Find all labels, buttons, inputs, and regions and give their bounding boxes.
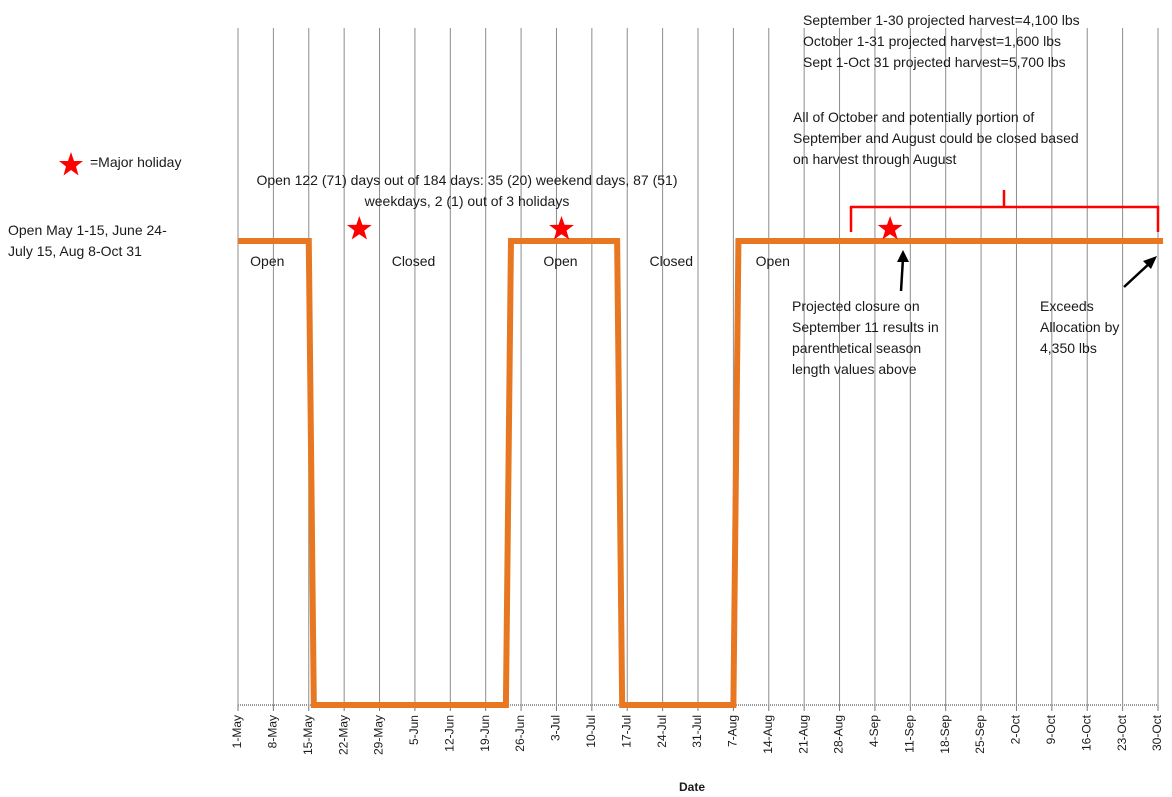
closure-note: All of October and potentially portion o… [793, 107, 1079, 170]
gridlines [237, 28, 1159, 705]
exceeds-line-2: Allocation by [1040, 319, 1120, 335]
harvest-line-2: October 1-31 projected harvest=1,600 lbs [803, 33, 1061, 49]
x-tick-label: 23-Oct [1115, 714, 1129, 751]
x-tick-label: 31-Jul [690, 715, 704, 748]
season-label: Closed [649, 253, 694, 269]
projected-line-1: Projected closure on [792, 298, 920, 314]
x-tick-label: 29-May [372, 715, 386, 755]
projected-line-3: parenthetical season [792, 340, 922, 356]
holiday-star-icon [549, 216, 574, 240]
season-label: Closed [391, 253, 436, 269]
x-tick-label: 2-Oct [1009, 714, 1023, 744]
legend-star-icon [59, 152, 83, 176]
arrow-closure-shaft [899, 257, 905, 292]
arrows [897, 250, 1157, 292]
closure-note-line-3: on harvest through August [793, 151, 957, 167]
holiday-star-icon [877, 216, 903, 240]
x-tick-label: 21-Aug [796, 715, 810, 754]
projected-line-4: length values above [792, 361, 917, 377]
x-tick-label: 12-Jun [442, 715, 456, 752]
arrow-exceeds-shaft [1123, 261, 1152, 288]
bracket-shape [849, 190, 1160, 232]
x-tick-label: 3-Jul [549, 715, 563, 741]
closure-note-line-2: September and August could be closed bas… [793, 130, 1079, 146]
closure-note-line-1: All of October and potentially portion o… [793, 109, 1035, 125]
season-line [238, 238, 1164, 708]
x-tick-label: 1-May [230, 715, 244, 748]
season-label: Open [543, 253, 578, 269]
x-tick-label: 4-Sep [867, 715, 881, 747]
x-tick-label: 17-Jul [619, 715, 633, 748]
harvest-line-3: Sept 1-Oct 31 projected harvest=5,700 lb… [803, 54, 1066, 70]
harvest-line-1: September 1-30 projected harvest=4,100 l… [803, 12, 1080, 28]
season-label: Open [250, 253, 285, 269]
x-tick-label: 11-Sep [902, 715, 916, 753]
projected-line-2: September 11 results in [792, 319, 939, 335]
x-tick-label: 15-May [301, 715, 315, 755]
closure-bracket [849, 190, 1160, 232]
x-tick-label: 28-Aug [832, 715, 846, 754]
series-line [238, 238, 1164, 708]
exceeds-line-3: 4,350 lbs [1040, 340, 1097, 356]
harvest-projections: September 1-30 projected harvest=4,100 l… [803, 10, 1080, 73]
arrow-closure-head [897, 250, 909, 262]
open-dates-line-2: July 15, Aug 8-Oct 31 [8, 243, 142, 259]
holiday-stars [347, 216, 903, 240]
x-tick-label: 24-Jul [655, 715, 669, 748]
open-dates-line-1: Open May 1-15, June 24- [8, 222, 167, 238]
x-tick-label: 19-Jun [478, 715, 492, 752]
legend-label: =Major holiday [90, 154, 182, 170]
x-tick-label: 22-May [336, 715, 350, 755]
x-tick-label: 16-Oct [1079, 714, 1093, 751]
season-summary: Open 122 (71) days out of 184 days: 35 (… [256, 172, 678, 209]
holiday-star-icon [347, 216, 372, 240]
x-tick-label: 7-Aug [726, 715, 740, 747]
x-tick-label: 30-Oct [1150, 714, 1164, 751]
arrow-exceeds-head [1143, 256, 1157, 269]
x-tick-label: 18-Sep [938, 715, 952, 754]
open-dates-note: Open May 1-15, June 24- July 15, Aug 8-O… [8, 220, 167, 262]
x-tick-label: 25-Sep [973, 715, 987, 754]
x-tick-label: 9-Oct [1044, 714, 1058, 744]
x-tick-label: 10-Jul [584, 715, 598, 748]
season-label: Open [755, 253, 790, 269]
x-axis: 1-May 8-May 15-May 22-May 29-May 5-Jun 12-Jun 1… [230, 704, 1164, 755]
x-tick-label: 5-Jun [407, 715, 421, 745]
exceeds-allocation-note: Exceeds Allocation by 4,350 lbs [1040, 296, 1119, 359]
exceeds-line-1: Exceeds [1040, 298, 1094, 314]
x-tick-label: 8-May [266, 715, 280, 748]
x-axis-title: Date [679, 780, 706, 794]
projected-closure-note: Projected closure on September 11 result… [792, 296, 939, 380]
x-tick-label: 26-Jun [513, 715, 527, 752]
x-tick-label: 14-Aug [761, 715, 775, 754]
